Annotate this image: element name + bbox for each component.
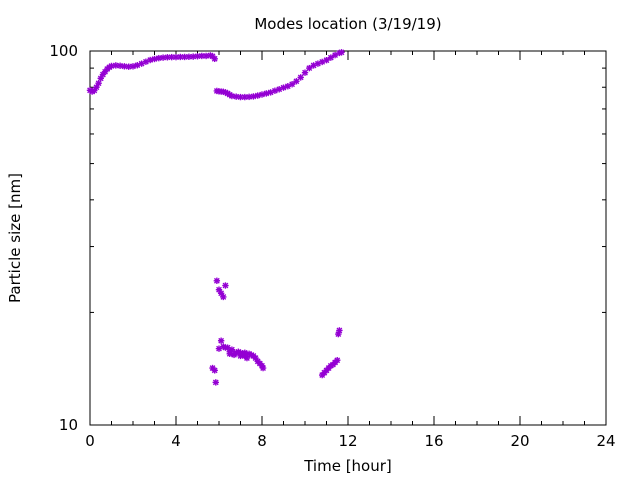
data-point xyxy=(222,282,229,289)
data-point xyxy=(336,327,343,334)
data-point xyxy=(338,49,345,56)
data-points xyxy=(86,49,345,386)
data-point xyxy=(293,78,300,85)
data-point xyxy=(250,93,257,100)
data-point xyxy=(288,81,296,88)
x-tick-label: 8 xyxy=(257,432,267,450)
data-point xyxy=(334,357,341,364)
data-point xyxy=(297,74,304,81)
data-point xyxy=(211,55,218,63)
data-point xyxy=(301,69,309,76)
data-point xyxy=(95,80,102,87)
data-point xyxy=(306,64,313,72)
y-tick-label: 10 xyxy=(59,416,78,434)
data-point xyxy=(228,92,236,100)
data-point xyxy=(217,337,225,344)
data-point xyxy=(327,54,334,61)
x-tick-label: 16 xyxy=(424,432,443,450)
x-axis-label: Time [hour] xyxy=(303,457,392,475)
plot-frame xyxy=(89,50,607,426)
data-point xyxy=(108,62,115,70)
data-point xyxy=(212,379,219,386)
x-tick-labels: 0 4 8 12 16 20 24 xyxy=(85,432,615,450)
data-point xyxy=(211,367,218,374)
data-point xyxy=(194,53,201,60)
data-point xyxy=(181,53,188,61)
data-point xyxy=(190,53,197,60)
data-point xyxy=(259,364,267,372)
data-point xyxy=(220,293,227,301)
minor-ticks xyxy=(90,51,606,425)
x-tick-label: 0 xyxy=(85,432,95,450)
y-tick-labels: 10 100 xyxy=(49,42,78,434)
chart-title: Modes location (3/19/19) xyxy=(254,15,441,33)
x-tick-label: 12 xyxy=(338,432,357,450)
data-point xyxy=(151,55,158,63)
x-tick-label: 20 xyxy=(510,432,529,450)
x-tick-label: 24 xyxy=(596,432,615,450)
data-point xyxy=(213,277,221,284)
y-axis-label: Particle size [nm] xyxy=(6,173,24,303)
data-point xyxy=(228,346,236,353)
x-tick-label: 4 xyxy=(171,432,181,450)
major-ticks xyxy=(89,51,607,425)
data-point xyxy=(331,51,339,59)
y-tick-label: 100 xyxy=(49,42,78,60)
